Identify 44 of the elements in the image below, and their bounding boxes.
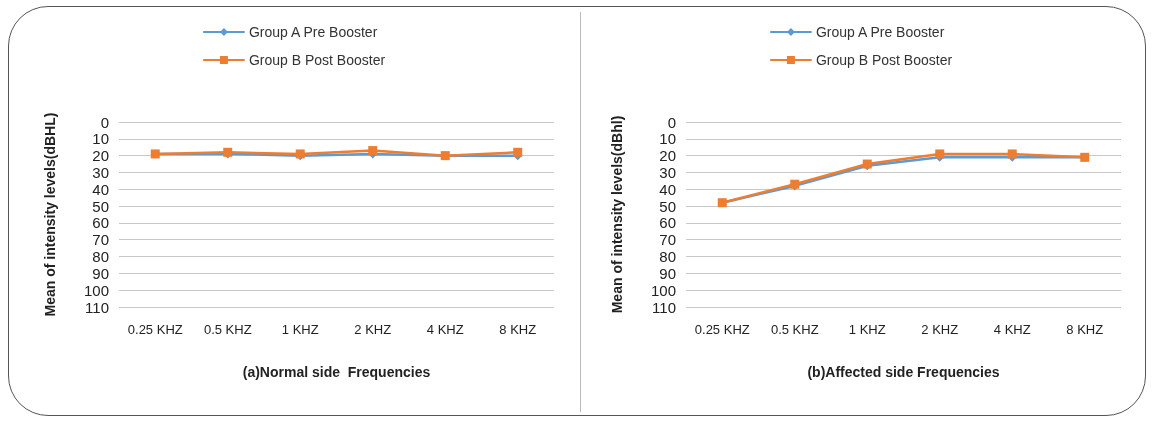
x-tick-label: 1 KHZ — [848, 322, 886, 337]
x-axis-title: (b)Affected side Frequencies — [807, 364, 1000, 380]
y-tick-label: 30 — [659, 163, 676, 181]
x-tick-label: 1 KHZ — [281, 322, 319, 337]
y-tick-label: 60 — [659, 214, 676, 232]
x-tick-label: 8 KHZ — [1066, 322, 1104, 337]
x-tick-label: 0.5 KHZ — [770, 322, 819, 337]
x-tick-label: 2 KHZ — [921, 322, 959, 337]
y-tick-label: 10 — [659, 130, 676, 148]
y-tick-label: 50 — [659, 197, 676, 215]
y-tick-label: 110 — [652, 298, 676, 316]
x-tick-label: 8 KHZ — [499, 322, 537, 337]
legend-label: Group A Pre Booster — [248, 24, 378, 40]
y-tick-label: 60 — [92, 214, 109, 232]
y-tick-label: 30 — [92, 163, 109, 181]
y-tick-label: 20 — [659, 147, 676, 165]
y-tick-label: 50 — [92, 197, 109, 215]
y-tick-label: 40 — [659, 180, 676, 198]
x-tick-label: 0.25 KHZ — [127, 322, 183, 337]
legend-label: Group B Post Booster — [248, 52, 386, 68]
y-tick-label: 40 — [92, 180, 109, 198]
legend-label: Group A Pre Booster — [815, 24, 945, 40]
x-tick-label: 0.5 KHZ — [203, 322, 252, 337]
y-tick-label: 0 — [100, 113, 109, 131]
y-tick-label: 90 — [92, 264, 109, 282]
y-tick-label: 0 — [667, 113, 676, 131]
y-tick-label: 10 — [92, 130, 109, 148]
y-tick-label: 70 — [92, 231, 109, 249]
x-axis-title: (a)Normal side Frequencies — [242, 364, 431, 380]
y-tick-label: 80 — [92, 248, 109, 266]
legend-label: Group B Post Booster — [815, 52, 953, 68]
y-tick-label: 80 — [659, 248, 676, 266]
x-tick-label: 2 KHZ — [354, 322, 392, 337]
y-tick-label: 20 — [92, 147, 109, 165]
y-tick-label: 110 — [85, 298, 109, 316]
y-axis-title: Mean of intensity levels(dBhl) — [609, 115, 625, 314]
x-tick-label: 4 KHZ — [426, 322, 464, 337]
y-tick-label: 100 — [83, 281, 109, 299]
x-tick-label: 0.25 KHZ — [694, 322, 750, 337]
y-tick-label: 90 — [659, 264, 676, 282]
y-tick-label: 70 — [659, 231, 676, 249]
x-tick-label: 4 KHZ — [993, 322, 1031, 337]
y-tick-label: 100 — [650, 281, 676, 299]
y-axis-title: Mean of intensity levels(dBHL) — [42, 112, 58, 317]
